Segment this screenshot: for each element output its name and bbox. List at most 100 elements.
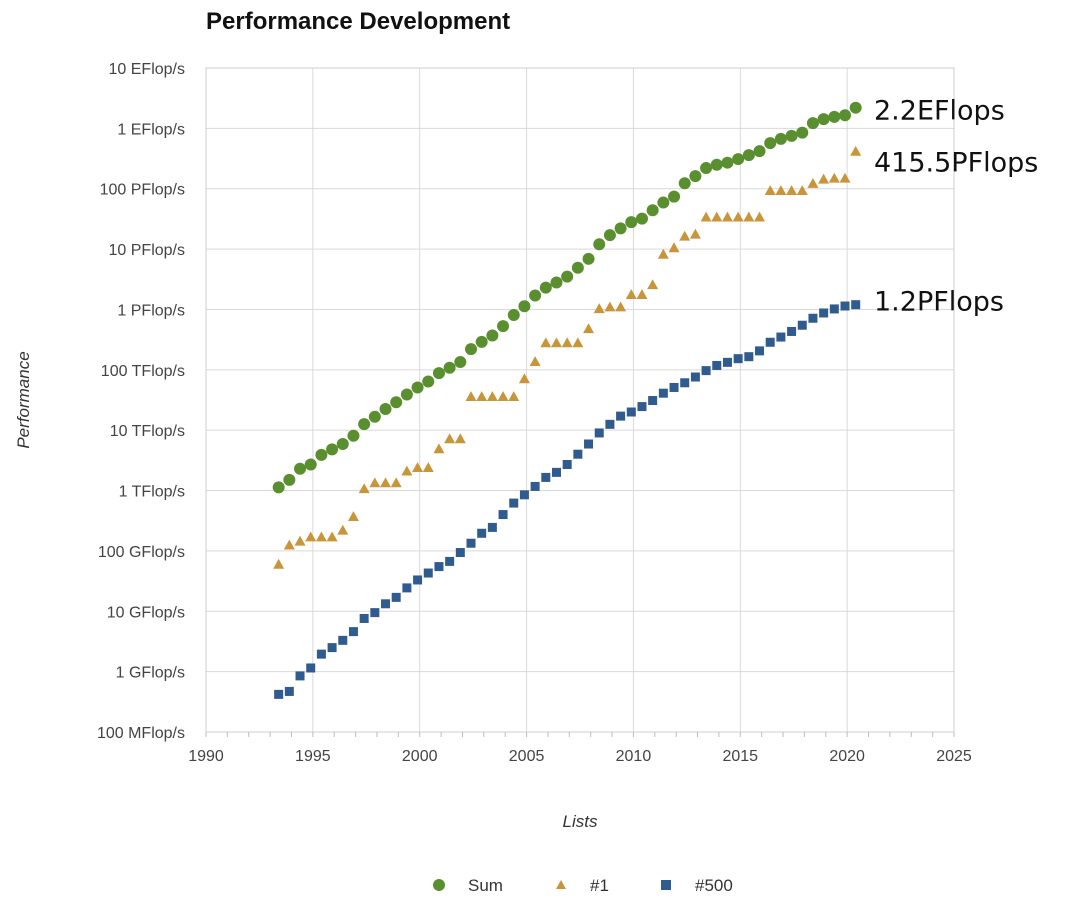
data-point [819, 308, 829, 318]
data-point [679, 230, 691, 241]
data-point [626, 407, 636, 417]
data-point [326, 531, 338, 542]
data-point [518, 373, 530, 384]
data-point [806, 117, 819, 130]
data-point [550, 276, 563, 289]
data-point [274, 689, 284, 699]
data-point [486, 391, 498, 402]
data-point [561, 337, 573, 348]
data-point [348, 627, 358, 637]
data-point [721, 156, 734, 169]
y-tick-label: 1 PFlop/s [117, 302, 185, 319]
data-point [390, 396, 403, 409]
data-point [541, 472, 551, 482]
data-point [669, 382, 679, 392]
data-point [432, 367, 445, 380]
data-point [850, 145, 862, 156]
data-point [776, 332, 786, 342]
plot-frame [205, 67, 955, 733]
data-point [401, 465, 413, 476]
data-point [733, 354, 743, 364]
x-axis-ticks: 1990 1995 2000 2005 2010 2015 2020 2025 [188, 732, 972, 765]
data-point [497, 320, 510, 333]
data-point [614, 222, 627, 235]
data-point [808, 313, 818, 323]
data-point [807, 178, 819, 188]
legend-marker [433, 879, 445, 891]
data-point [742, 149, 755, 162]
data-point [539, 281, 552, 294]
data-point [423, 568, 433, 578]
data-point [722, 357, 732, 367]
x-tick-label: 2020 [829, 748, 865, 765]
data-point [487, 522, 497, 532]
data-point [530, 481, 540, 491]
data-point [796, 126, 809, 139]
legend-label: Sum [468, 876, 503, 895]
legend-item: Sum [433, 876, 503, 895]
series-top-1 [273, 145, 862, 569]
y-axis-label: Performance [14, 351, 33, 448]
data-point [391, 592, 401, 602]
data-point [657, 248, 669, 259]
data-point [700, 211, 712, 222]
data-point [764, 137, 777, 150]
data-point [316, 649, 326, 659]
data-point [465, 343, 478, 356]
data-point [327, 643, 337, 653]
data-point [561, 270, 574, 283]
data-point [657, 196, 670, 209]
data-point [305, 531, 317, 542]
x-tick-label: 2025 [936, 748, 972, 765]
legend-marker [556, 880, 566, 889]
data-point [338, 635, 348, 645]
y-tick-label: 1 GFlop/s [116, 665, 185, 682]
data-point [604, 301, 616, 312]
y-tick-label: 10 GFlop/s [107, 604, 185, 621]
data-point [508, 391, 520, 402]
data-point [658, 388, 668, 398]
data-point [498, 510, 508, 520]
data-point [540, 337, 552, 348]
data-point [743, 211, 755, 222]
data-point [347, 429, 360, 442]
data-point [422, 375, 435, 388]
annotation-label: 2.2EFlops [874, 96, 1005, 127]
data-point [573, 449, 583, 459]
data-point [603, 229, 616, 242]
annotations: 2.2EFlops 415.5PFlops 1.2PFlops [874, 96, 1038, 318]
data-point [625, 289, 637, 300]
data-point [509, 498, 519, 508]
data-point [625, 216, 638, 229]
data-point [295, 671, 305, 681]
data-point [529, 289, 542, 302]
y-axis-ticks: 10 EFlop/s 1 EFlop/s 100 PFlop/s 10 PFlop/s… [97, 61, 185, 742]
legend-label: #500 [695, 876, 733, 895]
data-point [753, 145, 766, 158]
data-point [636, 289, 648, 300]
data-point [635, 212, 648, 225]
data-point [785, 129, 798, 142]
series-top-500 [274, 300, 861, 699]
y-tick-label: 10 PFlop/s [109, 242, 185, 259]
data-point [497, 391, 509, 402]
data-point [422, 462, 434, 472]
data-point [381, 599, 391, 609]
data-point [283, 473, 296, 486]
legend: Sum #1 #500 [433, 876, 733, 895]
data-point [507, 308, 520, 321]
data-point [413, 575, 423, 585]
data-point [797, 320, 807, 330]
data-point [402, 583, 412, 593]
data-point [454, 355, 467, 368]
data-point [380, 477, 392, 488]
data-point [571, 261, 584, 274]
data-point [765, 337, 775, 347]
data-point [519, 490, 529, 500]
data-point [840, 301, 850, 311]
legend-label: #1 [590, 876, 609, 895]
y-tick-label: 1 EFlop/s [117, 121, 185, 138]
data-point [647, 279, 659, 290]
data-point [368, 410, 381, 423]
